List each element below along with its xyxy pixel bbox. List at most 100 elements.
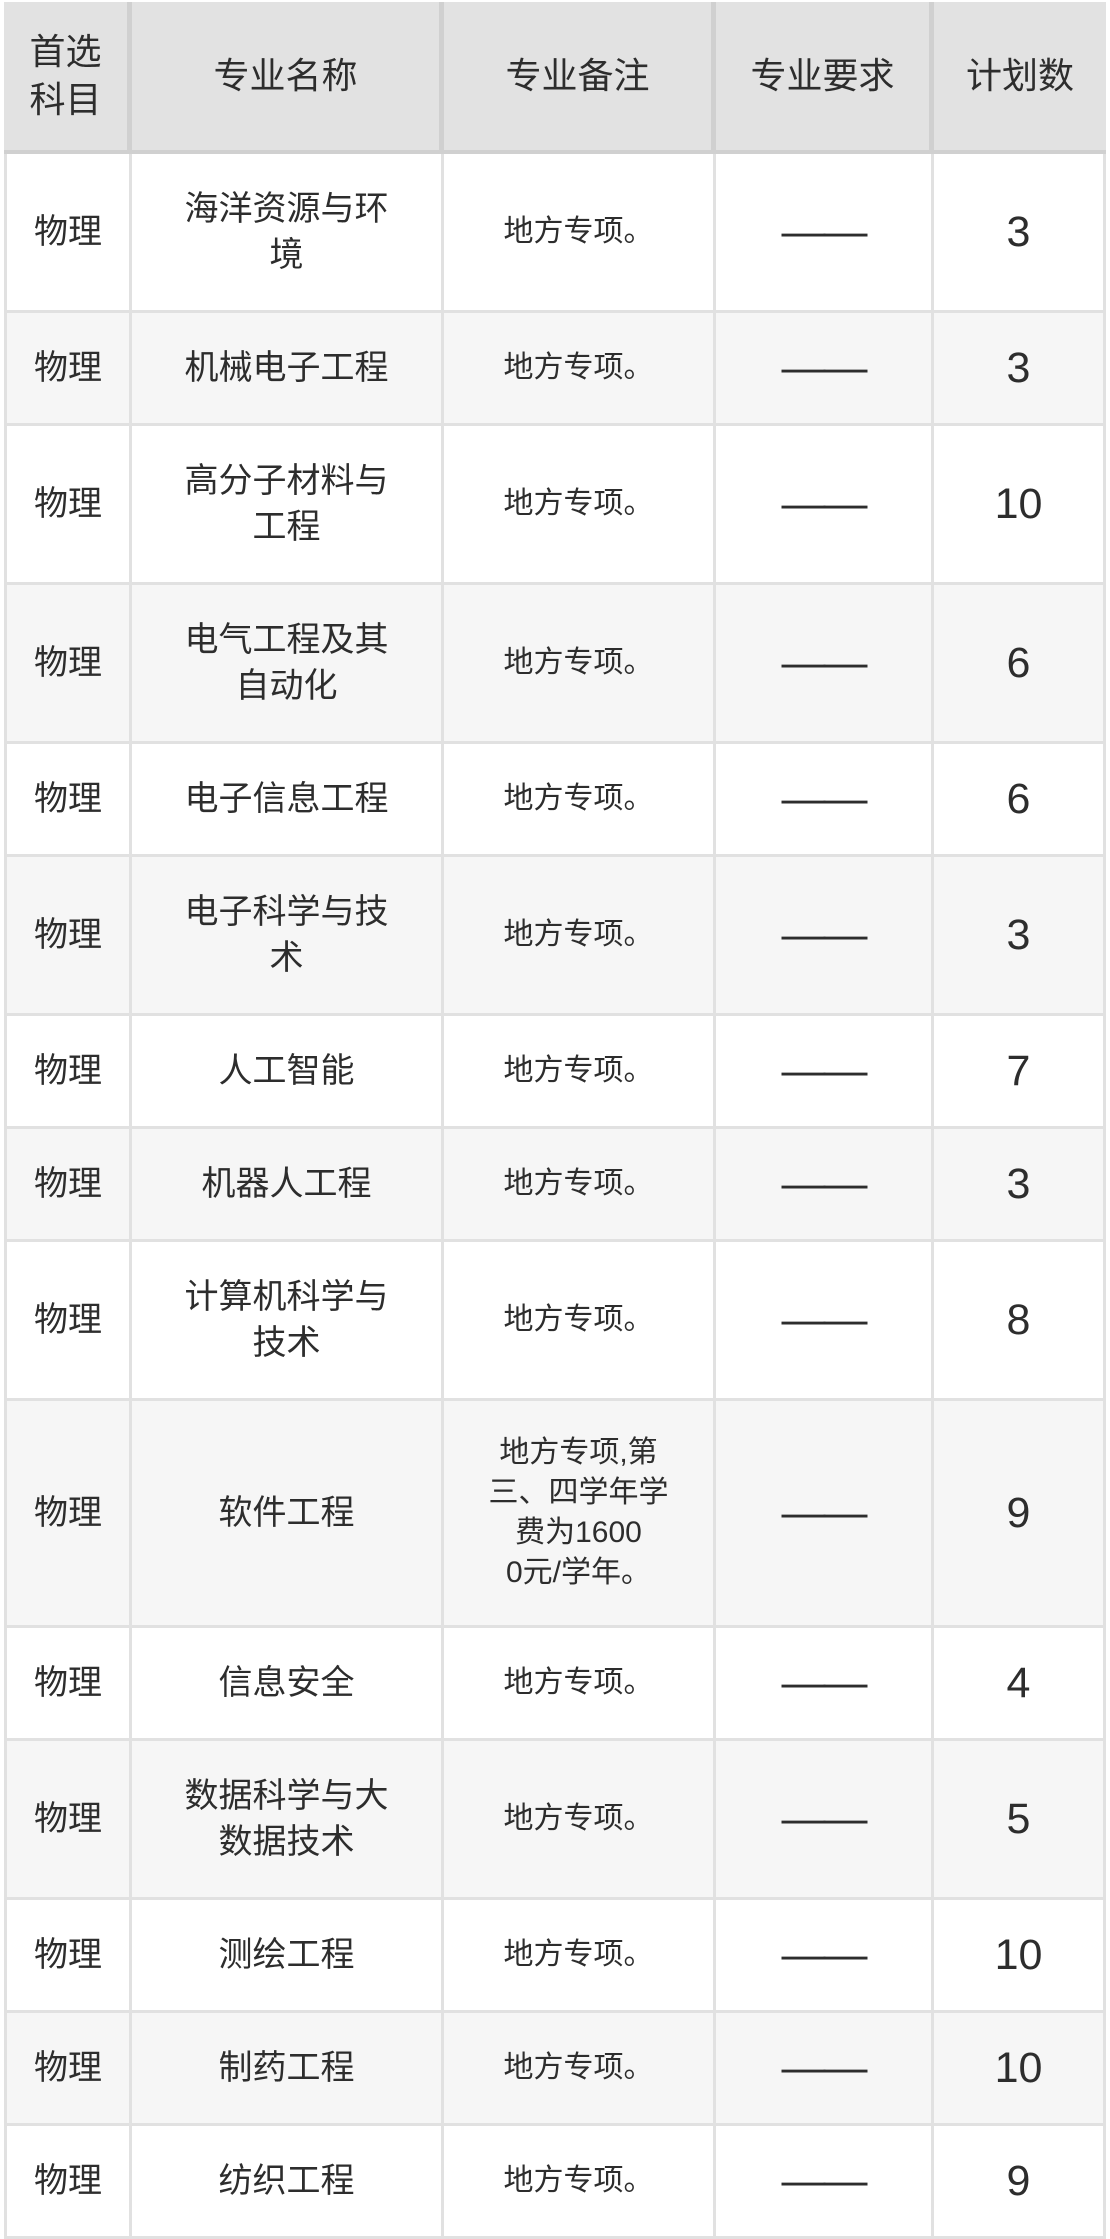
- cell-plan-count: 9: [934, 1401, 1106, 1628]
- cell-plan-count: 10: [934, 1900, 1106, 2013]
- cell-major-remark: 地方专项。: [444, 426, 716, 585]
- cell-plan-count: 3: [934, 313, 1106, 426]
- cell-plan-count: 3: [934, 857, 1106, 1016]
- cell-major-requirement: ——: [716, 1900, 934, 2013]
- col-header-major-remark: 专业备注: [444, 2, 716, 154]
- cell-major-remark: 地方专项。: [444, 1628, 716, 1741]
- table-row: 物理 高分子材料与工程 地方专项。 —— 10: [4, 426, 1106, 585]
- cell-plan-count: 3: [934, 1129, 1106, 1242]
- col-header-major-name: 专业名称: [132, 2, 444, 154]
- cell-major-remark: 地方专项。: [444, 2013, 716, 2126]
- cell-major-remark: 地方专项。: [444, 2126, 716, 2239]
- cell-plan-count: 7: [934, 1016, 1106, 1129]
- cell-major-name: 机械电子工程: [132, 313, 444, 426]
- cell-preferred-subject: 物理: [4, 426, 132, 585]
- cell-plan-count: 6: [934, 585, 1106, 744]
- table-row: 物理 软件工程 地方专项,第 三、四学年学 费为1600 0元/学年。 —— 9: [4, 1401, 1106, 1628]
- cell-major-name: 海洋资源与环境: [132, 154, 444, 313]
- cell-major-name: 信息安全: [132, 1628, 444, 1741]
- table-row: 物理 机器人工程 地方专项。 —— 3: [4, 1129, 1106, 1242]
- cell-major-name: 电气工程及其自动化: [132, 585, 444, 744]
- cell-major-name: 机器人工程: [132, 1129, 444, 1242]
- cell-major-requirement: ——: [716, 744, 934, 857]
- cell-preferred-subject: 物理: [4, 1628, 132, 1741]
- table-row: 物理 电气工程及其自动化 地方专项。 —— 6: [4, 585, 1106, 744]
- cell-major-remark: 地方专项。: [444, 1129, 716, 1242]
- cell-major-remark: 地方专项。: [444, 1016, 716, 1129]
- cell-plan-count: 8: [934, 1242, 1106, 1401]
- cell-major-requirement: ——: [716, 1628, 934, 1741]
- cell-major-requirement: ——: [716, 585, 934, 744]
- cell-major-requirement: ——: [716, 2013, 934, 2126]
- cell-plan-count: 5: [934, 1741, 1106, 1900]
- table-row: 物理 信息安全 地方专项。 —— 4: [4, 1628, 1106, 1741]
- cell-major-name: 人工智能: [132, 1016, 444, 1129]
- cell-preferred-subject: 物理: [4, 744, 132, 857]
- cell-major-name: 制药工程: [132, 2013, 444, 2126]
- cell-preferred-subject: 物理: [4, 313, 132, 426]
- cell-preferred-subject: 物理: [4, 585, 132, 744]
- cell-major-requirement: ——: [716, 313, 934, 426]
- cell-major-requirement: ——: [716, 154, 934, 313]
- cell-major-requirement: ——: [716, 426, 934, 585]
- cell-major-requirement: ——: [716, 1401, 934, 1628]
- cell-major-requirement: ——: [716, 1242, 934, 1401]
- cell-preferred-subject: 物理: [4, 2013, 132, 2126]
- cell-major-remark: 地方专项,第 三、四学年学 费为1600 0元/学年。: [444, 1401, 716, 1628]
- cell-preferred-subject: 物理: [4, 1900, 132, 2013]
- cell-preferred-subject: 物理: [4, 154, 132, 313]
- cell-plan-count: 3: [934, 154, 1106, 313]
- cell-major-remark: 地方专项。: [444, 313, 716, 426]
- cell-preferred-subject: 物理: [4, 2126, 132, 2239]
- cell-major-name: 电子信息工程: [132, 744, 444, 857]
- table-row: 物理 数据科学与大数据技术 地方专项。 —— 5: [4, 1741, 1106, 1900]
- cell-preferred-subject: 物理: [4, 1129, 132, 1242]
- cell-plan-count: 6: [934, 744, 1106, 857]
- table-row: 物理 计算机科学与技术 地方专项。 —— 8: [4, 1242, 1106, 1401]
- cell-major-requirement: ——: [716, 2126, 934, 2239]
- cell-major-remark: 地方专项。: [444, 744, 716, 857]
- table-row: 物理 测绘工程 地方专项。 —— 10: [4, 1900, 1106, 2013]
- cell-major-requirement: ——: [716, 1741, 934, 1900]
- table-row: 物理 海洋资源与环境 地方专项。 —— 3: [4, 154, 1106, 313]
- table-row: 物理 电子信息工程 地方专项。 —— 6: [4, 744, 1106, 857]
- table-row: 物理 机械电子工程 地方专项。 —— 3: [4, 313, 1106, 426]
- cell-major-remark: 地方专项。: [444, 585, 716, 744]
- cell-major-name: 测绘工程: [132, 1900, 444, 2013]
- cell-major-requirement: ——: [716, 1016, 934, 1129]
- cell-preferred-subject: 物理: [4, 1242, 132, 1401]
- cell-major-remark: 地方专项。: [444, 1900, 716, 2013]
- cell-major-name: 计算机科学与技术: [132, 1242, 444, 1401]
- col-header-major-requirement: 专业要求: [716, 2, 934, 154]
- cell-plan-count: 10: [934, 426, 1106, 585]
- table-header: 首选科目 专业名称 专业备注 专业要求 计划数: [4, 2, 1106, 154]
- cell-major-name: 高分子材料与工程: [132, 426, 444, 585]
- table-row: 物理 电子科学与技术 地方专项。 —— 3: [4, 857, 1106, 1016]
- cell-major-remark: 地方专项。: [444, 1741, 716, 1900]
- cell-major-requirement: ——: [716, 857, 934, 1016]
- cell-preferred-subject: 物理: [4, 857, 132, 1016]
- admission-plan-table: 首选科目 专业名称 专业备注 专业要求 计划数 物理 海洋资源与环境 地方专项。…: [4, 2, 1106, 2239]
- col-header-plan-count: 计划数: [934, 2, 1106, 154]
- table-row: 物理 制药工程 地方专项。 —— 10: [4, 2013, 1106, 2126]
- header-row: 首选科目 专业名称 专业备注 专业要求 计划数: [4, 2, 1106, 154]
- cell-major-remark: 地方专项。: [444, 154, 716, 313]
- table-row: 物理 纺织工程 地方专项。 —— 9: [4, 2126, 1106, 2239]
- cell-major-name: 纺织工程: [132, 2126, 444, 2239]
- cell-preferred-subject: 物理: [4, 1401, 132, 1628]
- cell-preferred-subject: 物理: [4, 1741, 132, 1900]
- table-body: 物理 海洋资源与环境 地方专项。 —— 3 物理 机械电子工程 地方专项。 ——…: [4, 154, 1106, 2239]
- cell-plan-count: 9: [934, 2126, 1106, 2239]
- cell-major-name: 数据科学与大数据技术: [132, 1741, 444, 1900]
- cell-plan-count: 10: [934, 2013, 1106, 2126]
- cell-major-remark: 地方专项。: [444, 857, 716, 1016]
- cell-major-remark: 地方专项。: [444, 1242, 716, 1401]
- cell-plan-count: 4: [934, 1628, 1106, 1741]
- cell-major-name: 电子科学与技术: [132, 857, 444, 1016]
- cell-major-requirement: ——: [716, 1129, 934, 1242]
- cell-preferred-subject: 物理: [4, 1016, 132, 1129]
- table-row: 物理 人工智能 地方专项。 —— 7: [4, 1016, 1106, 1129]
- col-header-preferred-subject: 首选科目: [4, 2, 132, 154]
- cell-major-name: 软件工程: [132, 1401, 444, 1628]
